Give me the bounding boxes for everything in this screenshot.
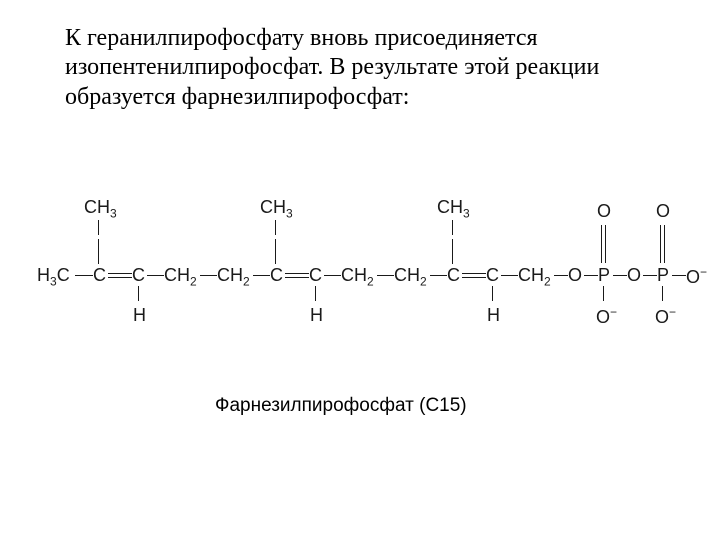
- double-bond: [660, 225, 665, 263]
- bond: [315, 286, 316, 301]
- methyl-group: CH3: [437, 197, 470, 221]
- bond: [98, 220, 99, 235]
- bond: [501, 275, 518, 276]
- oxygen: O: [656, 201, 670, 222]
- phosphorus: P: [598, 265, 610, 286]
- bond: [200, 275, 217, 276]
- bond: [662, 286, 663, 301]
- carbon: C: [132, 265, 145, 286]
- phosphorus: P: [657, 265, 669, 286]
- hydrogen: H: [487, 305, 500, 326]
- oxygen: O: [568, 265, 582, 286]
- bond: [138, 286, 139, 301]
- description-paragraph: К геранилпирофосфату вновь присоединяетс…: [65, 24, 655, 112]
- terminal-methyl: H3C: [37, 265, 70, 289]
- carbon: C: [447, 265, 460, 286]
- oxygen-anion: O−: [686, 265, 707, 288]
- bond: [324, 275, 341, 276]
- bond: [147, 275, 164, 276]
- bond: [377, 275, 394, 276]
- bond: [643, 275, 657, 276]
- carbon: C: [93, 265, 106, 286]
- bond: [253, 275, 270, 276]
- carbon: C: [270, 265, 283, 286]
- bond: [75, 275, 93, 276]
- methyl-group: CH3: [84, 197, 117, 221]
- carbon: C: [309, 265, 322, 286]
- methylene: CH2: [217, 265, 250, 289]
- double-bond: [462, 273, 486, 278]
- structure-caption: Фарнезилпирофосфат (С15): [215, 395, 467, 417]
- bond: [98, 239, 99, 264]
- bond: [452, 239, 453, 264]
- bond: [275, 239, 276, 264]
- bond: [275, 220, 276, 235]
- methylene: CH2: [518, 265, 551, 289]
- double-bond: [108, 273, 132, 278]
- carbon: C: [486, 265, 499, 286]
- methylene: CH2: [394, 265, 427, 289]
- bond: [554, 275, 568, 276]
- bond: [613, 275, 627, 276]
- bond: [603, 286, 604, 301]
- hydrogen: H: [310, 305, 323, 326]
- oxygen: O: [627, 265, 641, 286]
- oxygen-anion: O−: [596, 305, 617, 328]
- bond: [672, 275, 686, 276]
- farnesyl-pyrophosphate-structure: CH3 H3C C C H CH2 CH2 CH3 C C H CH2 CH2 …: [35, 185, 695, 375]
- bond: [430, 275, 447, 276]
- bond: [492, 286, 493, 301]
- bond: [584, 275, 598, 276]
- hydrogen: H: [133, 305, 146, 326]
- methyl-group: CH3: [260, 197, 293, 221]
- methylene: CH2: [164, 265, 197, 289]
- bond: [452, 220, 453, 235]
- oxygen: O: [597, 201, 611, 222]
- methylene: CH2: [341, 265, 374, 289]
- oxygen-anion: O−: [655, 305, 676, 328]
- double-bond: [601, 225, 606, 263]
- double-bond: [285, 273, 309, 278]
